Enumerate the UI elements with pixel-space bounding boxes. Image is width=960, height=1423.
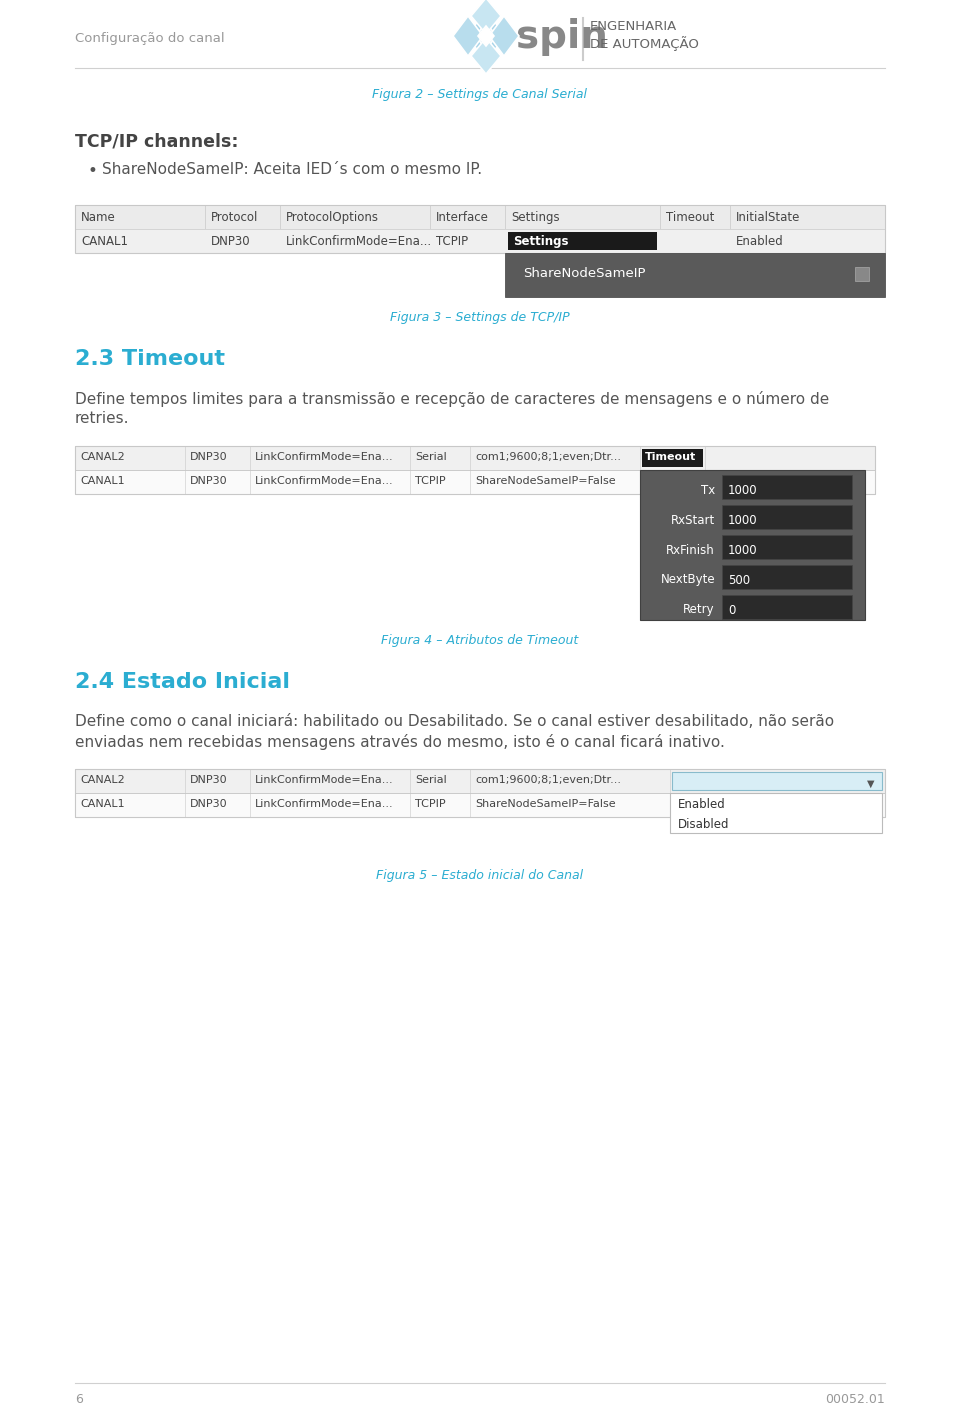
Text: Disabled: Disabled xyxy=(678,818,730,831)
Text: ShareNodeSameIP: Aceita IED´s com o mesmo IP.: ShareNodeSameIP: Aceita IED´s com o mesm… xyxy=(102,162,482,176)
Bar xyxy=(640,470,865,620)
Text: com1;9600;8;1;even;Dtr...: com1;9600;8;1;even;Dtr... xyxy=(475,776,621,785)
Text: Tx: Tx xyxy=(701,484,715,497)
Polygon shape xyxy=(476,21,496,50)
Polygon shape xyxy=(453,16,483,55)
Text: Enabled: Enabled xyxy=(736,235,783,248)
Text: spin: spin xyxy=(516,18,608,55)
Text: 1000: 1000 xyxy=(728,484,757,497)
Text: Name: Name xyxy=(81,211,116,223)
Bar xyxy=(855,268,869,280)
Bar xyxy=(75,793,885,817)
Text: TCPIP: TCPIP xyxy=(415,798,445,810)
Bar xyxy=(75,229,885,253)
Bar xyxy=(75,205,885,229)
Text: CANAL1: CANAL1 xyxy=(80,798,125,810)
Polygon shape xyxy=(478,26,494,46)
Text: TCPIP: TCPIP xyxy=(415,477,445,487)
Text: DNP30: DNP30 xyxy=(190,798,228,810)
Text: InitialState: InitialState xyxy=(736,211,801,223)
Text: Settings: Settings xyxy=(511,211,560,223)
Text: DNP30: DNP30 xyxy=(190,776,228,785)
Bar xyxy=(505,253,885,297)
Text: RxStart: RxStart xyxy=(671,514,715,527)
Text: LinkConfirmMode=Ena...: LinkConfirmMode=Ena... xyxy=(255,453,394,462)
Bar xyxy=(722,565,852,589)
Text: Retry: Retry xyxy=(684,603,715,616)
Text: Figura 5 – Estado inicial do Canal: Figura 5 – Estado inicial do Canal xyxy=(376,869,584,882)
Text: LinkConfirmMode=Ena...: LinkConfirmMode=Ena... xyxy=(255,477,394,487)
Text: 0: 0 xyxy=(728,603,735,616)
Text: 500: 500 xyxy=(728,573,750,586)
Text: •: • xyxy=(88,162,98,179)
Text: ProtocolOptions: ProtocolOptions xyxy=(286,211,379,223)
Text: Timeout: Timeout xyxy=(666,211,714,223)
Polygon shape xyxy=(467,10,505,63)
Text: Enabled: Enabled xyxy=(678,798,726,811)
Text: Interface: Interface xyxy=(436,211,489,223)
Bar xyxy=(642,450,703,467)
Text: Figura 2 – Settings de Canal Serial: Figura 2 – Settings de Canal Serial xyxy=(372,88,588,101)
Bar xyxy=(508,232,657,250)
Text: 2.3 Timeout: 2.3 Timeout xyxy=(75,349,225,369)
Text: NextByte: NextByte xyxy=(660,573,715,586)
Bar xyxy=(75,768,885,793)
Text: Protocol: Protocol xyxy=(211,211,258,223)
Text: Timeout: Timeout xyxy=(645,453,696,462)
Text: DNP30: DNP30 xyxy=(211,235,251,248)
Bar xyxy=(75,768,885,817)
Text: TCPIP: TCPIP xyxy=(436,235,468,248)
Text: enviadas nem recebidas mensagens através do mesmo, isto é o canal ficará inativo: enviadas nem recebidas mensagens através… xyxy=(75,734,725,750)
Polygon shape xyxy=(489,16,519,55)
Text: TCP/IP channels:: TCP/IP channels: xyxy=(75,132,238,149)
Text: 1000: 1000 xyxy=(728,514,757,527)
Text: LinkConfirmMode=Ena...: LinkConfirmMode=Ena... xyxy=(255,776,394,785)
Text: DE AUTOMAÇÃO: DE AUTOMAÇÃO xyxy=(590,36,699,51)
Text: CANAL1: CANAL1 xyxy=(81,235,128,248)
Bar xyxy=(722,595,852,619)
Text: ShareNodeSameIP: ShareNodeSameIP xyxy=(523,268,645,280)
Text: com1;9600;8;1;even;Dtr...: com1;9600;8;1;even;Dtr... xyxy=(475,453,621,462)
Text: retries.: retries. xyxy=(75,411,130,425)
Text: DNP30: DNP30 xyxy=(190,453,228,462)
Text: ENGENHARIA: ENGENHARIA xyxy=(590,20,677,33)
Text: RxFinish: RxFinish xyxy=(666,544,715,556)
Text: LinkConfirmMode=Ena...: LinkConfirmMode=Ena... xyxy=(286,235,432,248)
Text: LinkConfirmMode=Ena...: LinkConfirmMode=Ena... xyxy=(255,798,394,810)
Polygon shape xyxy=(471,38,501,74)
Text: Configuração do canal: Configuração do canal xyxy=(75,31,225,46)
Bar xyxy=(75,445,875,470)
Text: DNP30: DNP30 xyxy=(190,477,228,487)
Text: Serial: Serial xyxy=(415,776,446,785)
Bar xyxy=(722,505,852,529)
Bar xyxy=(75,205,885,253)
Bar xyxy=(75,470,875,494)
Text: Settings: Settings xyxy=(513,235,568,248)
Bar xyxy=(670,793,882,832)
Text: CANAL2: CANAL2 xyxy=(80,453,125,462)
Text: Figura 3 – Settings de TCP/IP: Figura 3 – Settings de TCP/IP xyxy=(390,312,570,324)
Text: 1000: 1000 xyxy=(728,544,757,556)
Text: ▼: ▼ xyxy=(867,778,875,788)
Polygon shape xyxy=(471,0,501,34)
Text: Define tempos limites para a transmissão e recepção de caracteres de mensagens e: Define tempos limites para a transmissão… xyxy=(75,391,829,407)
Text: Serial: Serial xyxy=(415,453,446,462)
Text: 2.4 Estado Inicial: 2.4 Estado Inicial xyxy=(75,672,290,692)
Text: ShareNodeSameIP=False: ShareNodeSameIP=False xyxy=(475,477,615,487)
Text: Define como o canal iniciará: habilitado ou Desabilitado. Se o canal estiver des: Define como o canal iniciará: habilitado… xyxy=(75,714,834,729)
Text: CANAL1: CANAL1 xyxy=(80,477,125,487)
Bar xyxy=(722,475,852,499)
Bar xyxy=(672,773,882,790)
Bar xyxy=(75,445,875,494)
Text: Figura 4 – Atributos de Timeout: Figura 4 – Atributos de Timeout xyxy=(381,635,579,647)
Text: ShareNodeSameIP=False: ShareNodeSameIP=False xyxy=(475,798,615,810)
Text: 6: 6 xyxy=(75,1393,83,1406)
Text: CANAL2: CANAL2 xyxy=(80,776,125,785)
Text: 00052.01: 00052.01 xyxy=(826,1393,885,1406)
Bar xyxy=(722,535,852,559)
